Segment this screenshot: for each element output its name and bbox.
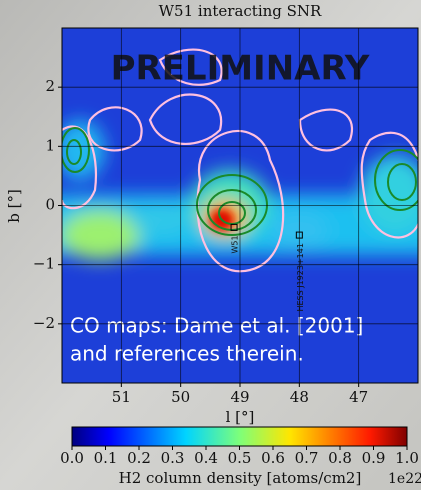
colorbar-tick-label: 0.2 xyxy=(127,449,151,467)
y-tick-label: −2 xyxy=(33,314,55,332)
x-tick-label: 51 xyxy=(112,388,131,406)
x-tick-label: 50 xyxy=(171,388,190,406)
x-tick-label: 48 xyxy=(290,388,309,406)
x-tick-label: 47 xyxy=(349,388,368,406)
source-label: HESS J1923+141 xyxy=(296,243,305,311)
colorbar-tick-label: 0.0 xyxy=(60,449,84,467)
colorbar-tick-label: 0.9 xyxy=(362,449,386,467)
x-tick-label: 49 xyxy=(230,388,249,406)
figure: W51 interacting SNR PRELIMINARY CO maps:… xyxy=(0,0,421,490)
colorbar-tick-label: 0.3 xyxy=(161,449,185,467)
x-axis-label: l [°] xyxy=(226,408,255,426)
y-tick-label: 0 xyxy=(45,196,55,214)
source-label: W51 xyxy=(231,235,240,253)
y-tick-label: −1 xyxy=(33,255,55,273)
y-axis-label: b [°] xyxy=(5,189,23,223)
colorbar-tick-label: 0.4 xyxy=(194,449,218,467)
colorbar-tick-label: 0.6 xyxy=(261,449,285,467)
colorbar-tick-label: 0.8 xyxy=(328,449,352,467)
chart-title: W51 interacting SNR xyxy=(159,2,322,20)
y-tick-label: 1 xyxy=(45,136,55,154)
colorbar-offset: 1e22 xyxy=(388,471,421,487)
colorbar-tick-label: 1.0 xyxy=(395,449,419,467)
colorbar-tick-label: 0.5 xyxy=(228,449,252,467)
note: and references therein. xyxy=(70,342,304,366)
colorbar xyxy=(72,427,407,446)
y-tick-label: 2 xyxy=(45,77,55,95)
colorbar-tick-label: 0.7 xyxy=(295,449,319,467)
colorbar-label: H2 column density [atoms/cm2] xyxy=(119,469,362,487)
colorbar-tick-label: 0.1 xyxy=(94,449,118,467)
note: CO maps: Dame et al. [2001] xyxy=(70,314,363,338)
